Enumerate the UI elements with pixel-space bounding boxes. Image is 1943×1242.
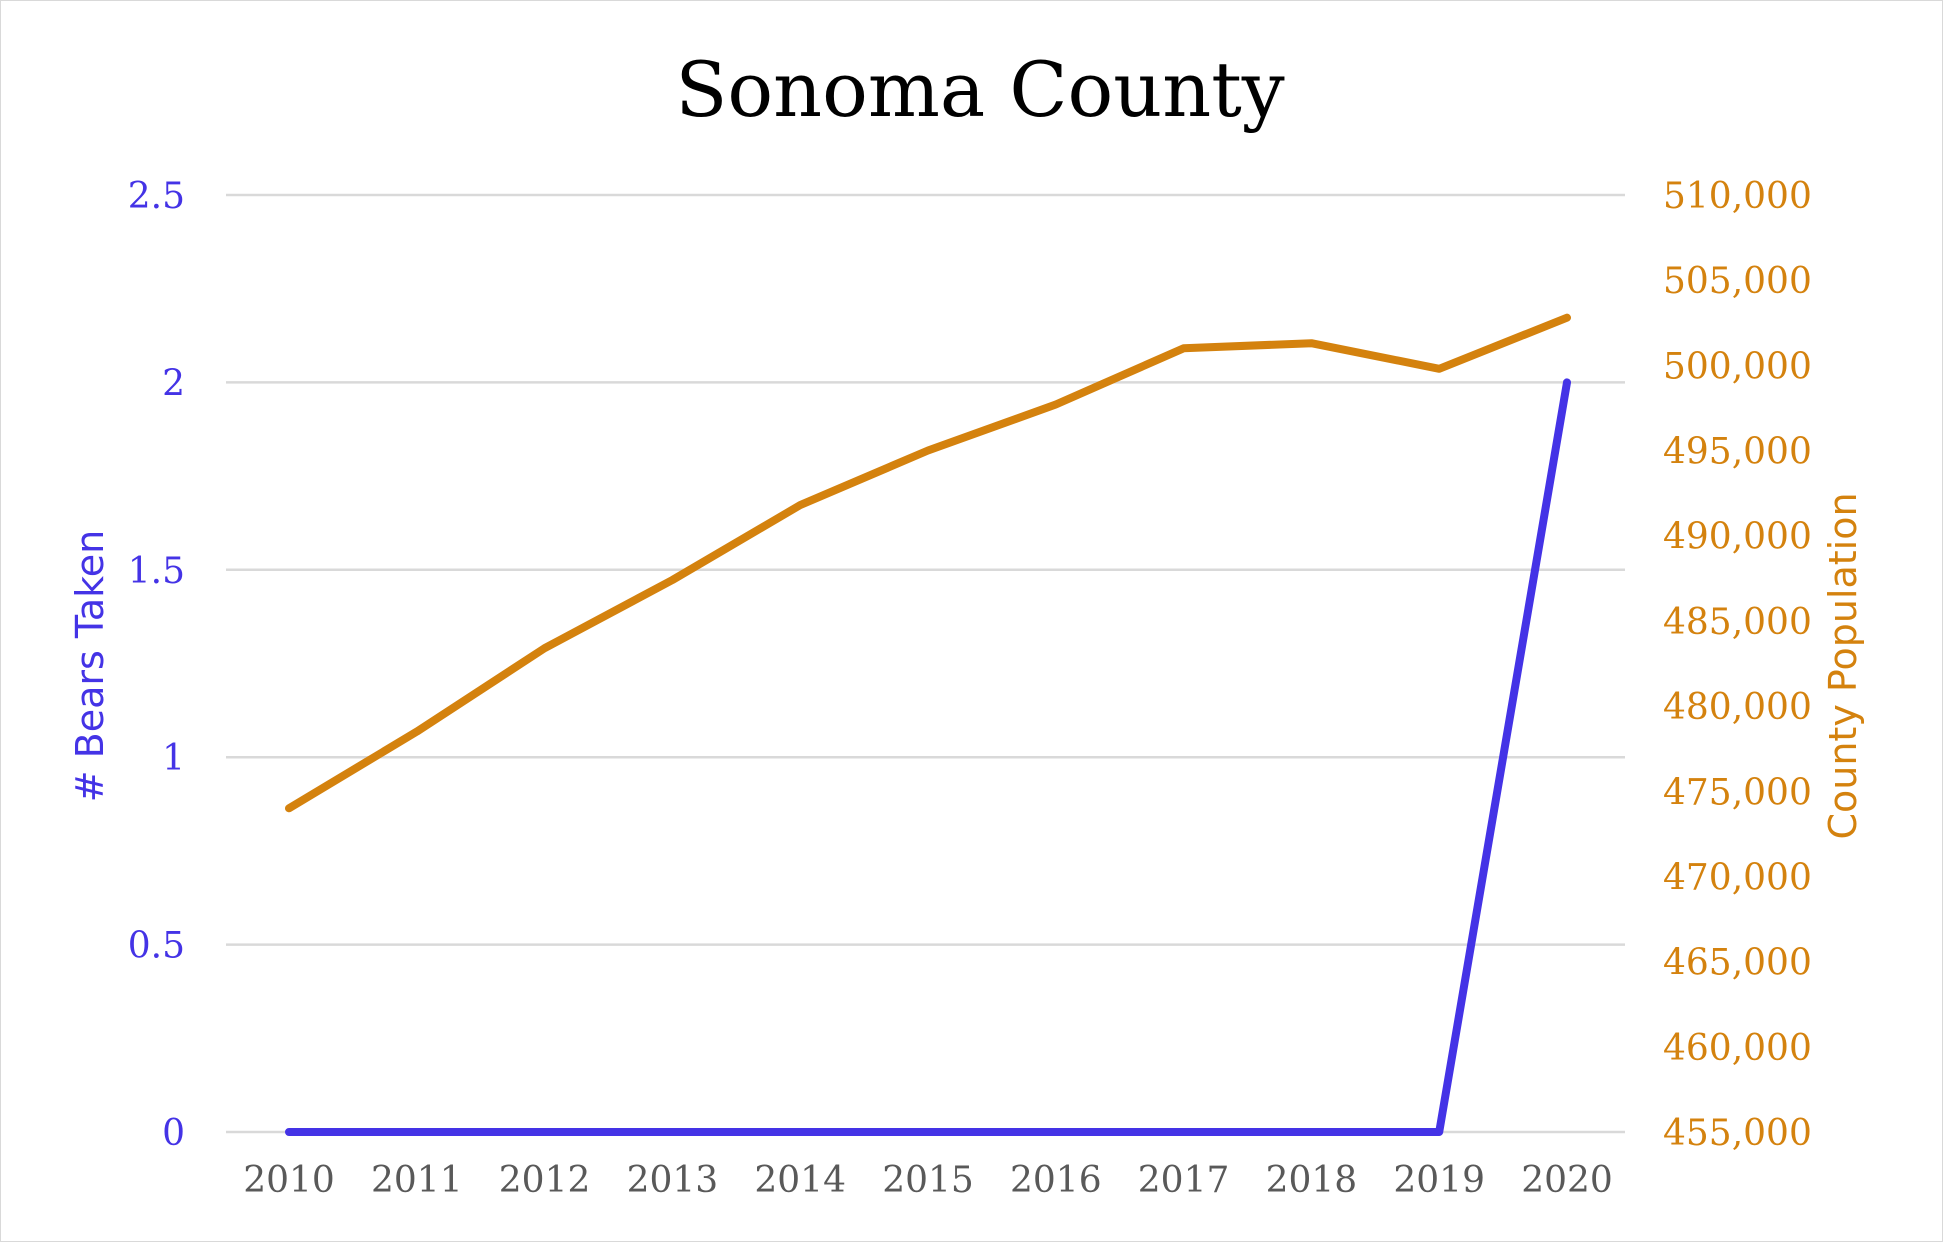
- left-tick-label: 2.5: [128, 176, 185, 217]
- x-tick-label: 2011: [371, 1160, 463, 1201]
- x-tick-label: 2012: [499, 1160, 591, 1201]
- series-line-bears-taken: [285, 378, 1571, 1136]
- left-tick-label: 2: [162, 363, 185, 404]
- right-tick-label: 510,000: [1663, 176, 1812, 217]
- x-tick-label: 2010: [243, 1160, 335, 1201]
- right-tick-label: 465,000: [1663, 943, 1812, 984]
- left-tick-label: 1: [162, 738, 185, 779]
- left-tick-label: 0: [162, 1113, 185, 1154]
- gridlines: [226, 193, 1625, 1134]
- x-tick-label: 2020: [1521, 1160, 1613, 1201]
- right-tick-label: 460,000: [1663, 1028, 1812, 1069]
- y-axis-title-right: County Population: [1821, 492, 1865, 839]
- right-tick-label: 485,000: [1663, 602, 1812, 643]
- right-tick-label: 500,000: [1663, 346, 1812, 387]
- right-tick-label: 475,000: [1663, 772, 1812, 813]
- x-tick-label: 2017: [1138, 1160, 1230, 1201]
- right-tick-label: 495,000: [1663, 432, 1812, 473]
- right-axis-ticks: 455,000 460,000 465,000 470,000 475,000 480,0…: [1663, 176, 1812, 1154]
- chart-title: Sonoma County: [675, 45, 1284, 134]
- x-tick-label: 2013: [627, 1160, 719, 1201]
- x-tick-label: 2016: [1010, 1160, 1102, 1201]
- right-tick-label: 480,000: [1663, 687, 1812, 728]
- left-tick-label: 1.5: [128, 551, 185, 592]
- right-tick-label: 490,000: [1663, 517, 1812, 558]
- x-tick-label: 2018: [1266, 1160, 1358, 1201]
- right-tick-label: 505,000: [1663, 261, 1812, 302]
- left-axis-ticks: 0 0.5 1 1.5 2 2.5: [128, 176, 185, 1154]
- series-line-county-population: [285, 313, 1571, 813]
- x-tick-label: 2014: [754, 1160, 846, 1201]
- x-tick-label: 2015: [882, 1160, 974, 1201]
- x-axis-ticks: 2010 2011 2012 2013 2014 2015 2016 2017 2018 2019…: [243, 1160, 1613, 1201]
- right-tick-label: 470,000: [1663, 857, 1812, 898]
- y-axis-title-left: # Bears Taken: [68, 530, 112, 802]
- x-tick-label: 2019: [1393, 1160, 1485, 1201]
- left-tick-label: 0.5: [128, 926, 185, 967]
- series-lines: [285, 313, 1571, 1136]
- right-tick-label: 455,000: [1663, 1113, 1812, 1154]
